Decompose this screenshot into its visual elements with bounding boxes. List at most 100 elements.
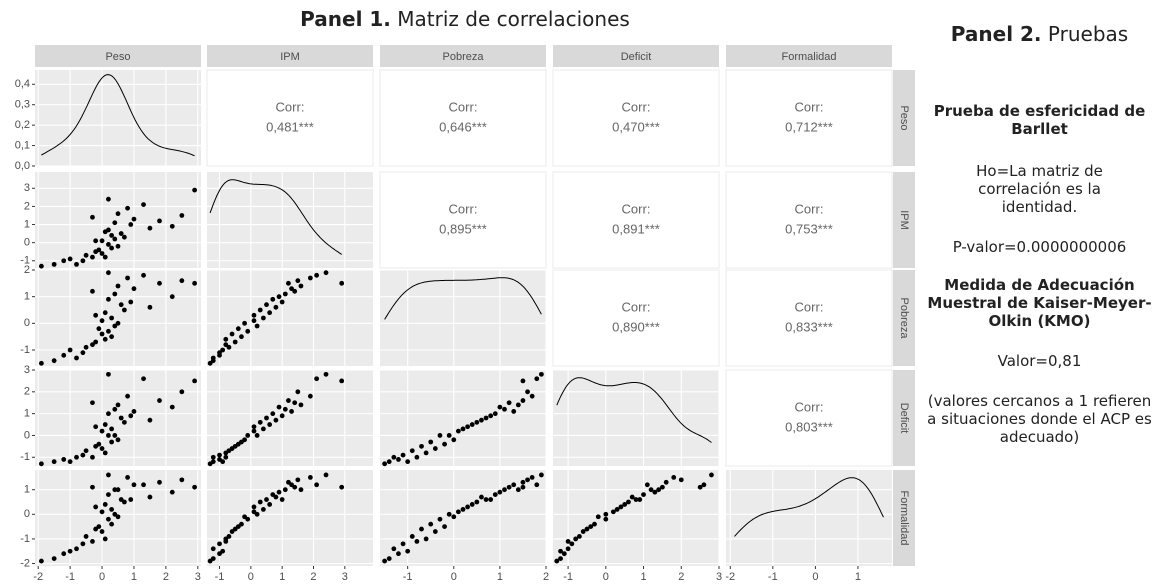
point <box>141 482 146 488</box>
point <box>115 487 121 493</box>
point <box>251 504 257 510</box>
point <box>314 272 320 278</box>
point <box>61 457 67 462</box>
point <box>80 258 86 264</box>
x-tick-label: 3 <box>195 571 201 583</box>
point <box>102 422 108 427</box>
x-tick-label: 0 <box>812 571 818 583</box>
point <box>276 404 282 410</box>
corr-value: 0,890*** <box>612 319 660 334</box>
point <box>432 446 438 451</box>
point <box>220 347 226 353</box>
corr-label: Corr: <box>276 99 305 114</box>
point <box>112 291 118 297</box>
corr-label: Corr: <box>795 201 824 216</box>
point <box>220 548 226 554</box>
point <box>125 474 130 480</box>
point <box>242 320 247 326</box>
y-tick-label: 1 <box>24 408 30 420</box>
point <box>102 336 108 342</box>
point <box>451 514 457 520</box>
y-tick-label: 0 <box>24 508 30 520</box>
point <box>511 482 517 488</box>
point <box>74 355 79 361</box>
point <box>618 504 624 510</box>
point <box>90 254 95 260</box>
point <box>455 509 461 515</box>
corr-value: 0,753*** <box>785 221 833 236</box>
point <box>83 252 89 258</box>
point <box>83 448 89 454</box>
y-tick-label: 0,2 <box>15 119 30 131</box>
strip <box>893 370 915 466</box>
x-tick-label: -1 <box>403 571 413 583</box>
point <box>192 187 198 193</box>
corr-panel <box>379 171 547 269</box>
point <box>254 433 260 438</box>
point <box>565 546 571 552</box>
point <box>51 459 57 465</box>
point <box>307 393 313 399</box>
point <box>529 393 535 399</box>
corr-label: Corr: <box>622 99 651 114</box>
point <box>339 378 345 384</box>
point <box>652 489 658 495</box>
x-tick-label: 3 <box>342 571 348 583</box>
point <box>109 315 115 321</box>
strip-label: Deficit <box>898 403 910 434</box>
point <box>339 280 345 286</box>
y-tick-label: 0 <box>24 429 30 441</box>
point <box>257 499 263 505</box>
corr-panel <box>552 69 720 167</box>
x-tick-label: 1 <box>279 571 285 583</box>
y-tick-label: -1 <box>20 533 30 545</box>
point <box>663 479 669 485</box>
point <box>67 548 73 554</box>
title-text: Matriz de correlaciones <box>397 7 630 31</box>
point <box>339 484 345 490</box>
panel-bg <box>207 172 373 268</box>
point <box>276 294 282 300</box>
point <box>232 339 238 345</box>
point <box>592 521 597 527</box>
point <box>99 251 105 256</box>
point <box>229 446 235 451</box>
point <box>307 474 313 480</box>
point <box>637 497 643 502</box>
point <box>488 497 494 502</box>
x-tick-label: -1 <box>563 571 573 583</box>
strip <box>553 45 719 67</box>
x-tick-label: 0 <box>451 571 457 583</box>
chart-title: Panel 1. Matriz de correlaciones <box>300 7 630 31</box>
point <box>603 516 609 522</box>
point <box>251 424 257 430</box>
corr-value: 0,470*** <box>612 119 660 134</box>
point <box>260 426 266 432</box>
point <box>520 479 526 485</box>
point <box>423 450 429 456</box>
point <box>282 487 288 493</box>
x-tick-label: 0 <box>248 571 254 583</box>
point <box>115 320 121 326</box>
heading: Prueba de esfericidad de Barllet <box>933 102 1146 138</box>
y-tick-label: 2 <box>24 200 30 212</box>
point <box>61 352 67 358</box>
point <box>109 521 115 527</box>
point <box>678 477 684 483</box>
point <box>260 315 266 321</box>
point <box>80 541 86 547</box>
point <box>446 511 452 517</box>
point <box>125 205 130 211</box>
point <box>474 419 480 425</box>
strip <box>893 172 915 268</box>
y-tick-label: -1 <box>20 451 30 463</box>
point <box>106 472 111 478</box>
point <box>245 328 251 334</box>
density-curve <box>209 179 342 255</box>
point <box>38 360 44 366</box>
point <box>220 459 226 465</box>
panel-bg <box>380 370 546 466</box>
point <box>217 541 222 547</box>
point <box>264 497 269 502</box>
panel2: Panel 2. Pruebas Prueba de esfericidad d… <box>922 0 1157 585</box>
